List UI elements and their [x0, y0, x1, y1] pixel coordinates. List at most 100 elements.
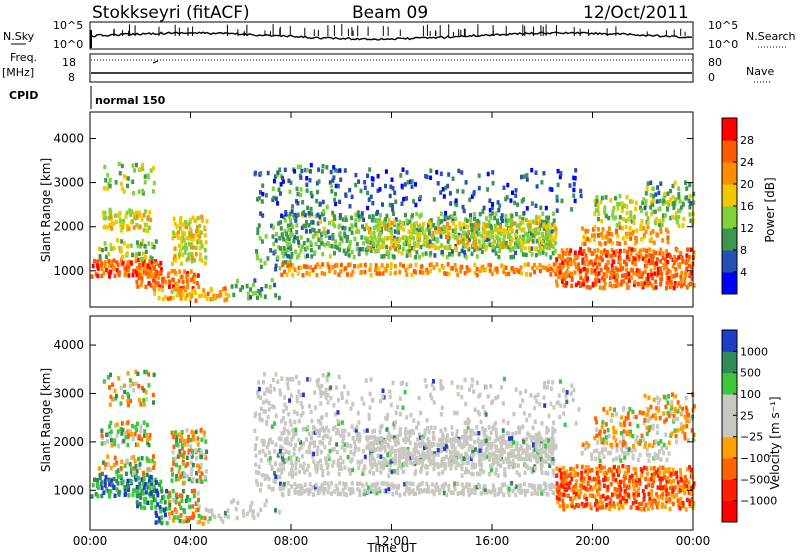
power-cell — [626, 249, 630, 255]
power-cell — [467, 230, 471, 236]
power-cell — [511, 190, 514, 195]
power-cell — [389, 265, 393, 271]
velocity-cell — [614, 478, 618, 483]
velocity-cell — [416, 421, 420, 426]
power-cell — [315, 181, 319, 186]
velocity-cell — [638, 452, 642, 458]
power-cell — [300, 225, 304, 230]
velocity-cell — [545, 459, 549, 464]
velocity-cell — [527, 483, 531, 488]
power-cell — [393, 264, 397, 269]
power-cell — [488, 268, 492, 273]
power-cell — [475, 229, 479, 235]
power-cell — [418, 254, 421, 260]
velocity-cell — [174, 462, 178, 468]
power-cell — [266, 256, 270, 261]
power-cell — [544, 224, 548, 229]
velocity-cell — [348, 468, 352, 473]
power-cell — [321, 163, 325, 169]
velocity-cell — [108, 385, 111, 390]
power-cell — [641, 256, 645, 261]
power-cell — [538, 263, 542, 268]
velocity-cell — [280, 454, 284, 460]
power-cell — [131, 163, 135, 168]
velocity-cell — [287, 456, 291, 461]
power-cell — [393, 229, 397, 234]
velocity-cell — [292, 432, 296, 437]
power-cell — [687, 282, 691, 288]
velocity-cell — [139, 495, 143, 500]
velocity-cell — [329, 395, 333, 401]
velocity-cell — [633, 495, 636, 501]
power-cell — [688, 212, 692, 217]
velocity-cell — [196, 491, 200, 496]
velocity-cell — [506, 489, 510, 495]
velocity-cell — [439, 378, 443, 384]
velocity-cell — [350, 457, 354, 462]
power-cell — [301, 200, 305, 205]
power-cell — [191, 215, 195, 220]
velocity-cell — [405, 455, 409, 460]
power-cell — [546, 233, 550, 238]
power-cell — [256, 230, 260, 236]
velocity-cell — [199, 462, 203, 468]
velocity-cell — [375, 440, 379, 446]
power-cell — [366, 236, 370, 242]
velocity-cell — [599, 494, 603, 500]
power-cell — [308, 229, 312, 234]
power-cell — [401, 235, 405, 240]
power-cell — [390, 237, 394, 243]
velocity-cell — [343, 448, 347, 453]
velocity-cell — [307, 445, 311, 450]
velocity-cell — [619, 479, 622, 485]
power-cell — [402, 227, 406, 232]
power-cell — [320, 271, 324, 276]
velocity-cell — [622, 429, 626, 434]
power-cell — [501, 231, 505, 236]
power-cell — [661, 238, 665, 243]
velocity-cell — [317, 377, 321, 383]
velocity-cell — [631, 455, 635, 461]
velocity-cell — [487, 489, 490, 494]
velocity-cell — [162, 508, 166, 513]
velocity-cell — [266, 457, 270, 463]
velocity-cell — [372, 489, 375, 494]
velocity-cell — [507, 431, 511, 436]
velocity-cell — [108, 424, 112, 429]
velocity-cell — [549, 456, 553, 462]
power-cell — [525, 177, 529, 182]
velocity-cell — [284, 438, 288, 443]
power-cell — [663, 191, 667, 197]
velocity-cell — [168, 506, 172, 511]
velocity-cell — [320, 482, 324, 488]
power-cell — [142, 227, 146, 233]
power-cell — [344, 217, 348, 223]
velocity-cell — [405, 481, 409, 486]
power-cell — [121, 225, 125, 230]
velocity-cell — [112, 484, 116, 489]
velocity-cell — [369, 441, 373, 446]
power-cell — [454, 234, 457, 240]
velocity-cell — [152, 372, 156, 378]
power-cell — [177, 288, 181, 294]
power-cell — [198, 257, 202, 262]
power-cell — [599, 242, 603, 247]
power-cell — [288, 267, 291, 273]
power-cell — [470, 251, 474, 257]
velocity-cell — [532, 435, 536, 440]
velocity-cell — [625, 470, 629, 476]
power-cell — [245, 283, 249, 289]
velocity-cell — [508, 460, 512, 465]
power-cell — [289, 180, 293, 185]
velocity-cell — [625, 498, 629, 504]
power-cell — [669, 279, 673, 284]
velocity-cell — [490, 467, 493, 473]
velocity-cell — [552, 405, 556, 410]
velocity-cell — [363, 464, 367, 469]
power-cell — [343, 168, 347, 173]
velocity-cell — [679, 426, 683, 431]
power-cell — [409, 223, 413, 228]
power-cell — [629, 236, 633, 241]
velocity-cell — [535, 447, 539, 452]
velocity-cell — [337, 471, 341, 477]
